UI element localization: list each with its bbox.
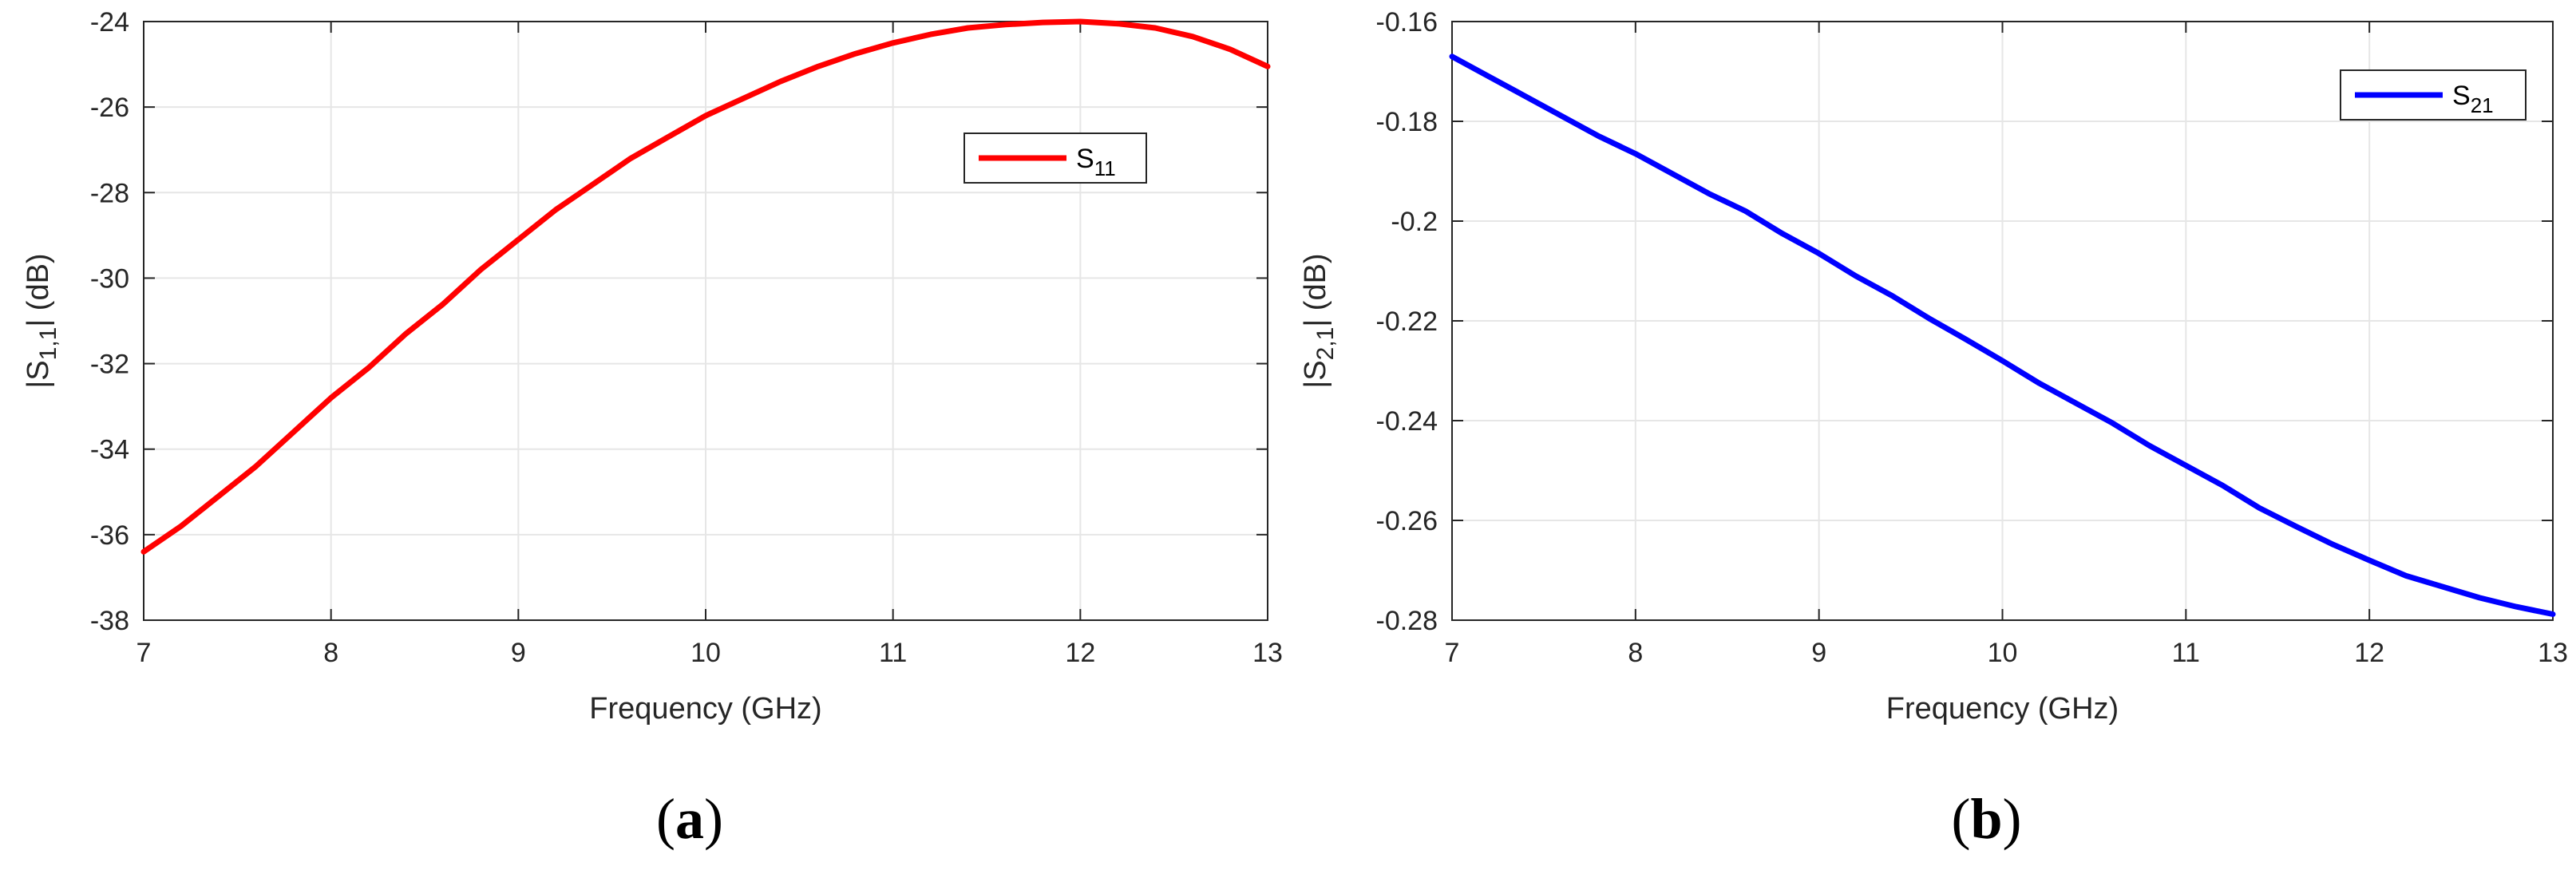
y-tick-label: -0.28 xyxy=(1376,606,1438,636)
x-tick-label: 12 xyxy=(1065,638,1095,668)
x-tick-label: 9 xyxy=(1811,638,1826,668)
x-tick-label: 10 xyxy=(690,638,721,668)
panel-label-letter: a xyxy=(675,787,704,851)
x-tick-label: 13 xyxy=(1252,638,1283,668)
y-tick-label: -24 xyxy=(90,7,129,38)
panel-label-close: ) xyxy=(2003,787,2022,851)
axes-box xyxy=(143,21,1268,621)
x-axis-label: Frequency (GHz) xyxy=(589,692,821,726)
x-tick-label: 13 xyxy=(2538,638,2568,668)
x-tick-label: 11 xyxy=(2172,638,2200,668)
panel-label-close: ) xyxy=(704,787,723,851)
series-line-s21 xyxy=(1449,53,2556,617)
legend: S11 xyxy=(964,132,1147,184)
x-tick-label: 12 xyxy=(2354,638,2384,668)
chart-panel-b: 7 8 9 10 11 12 13 -0.28 -0.26 -0.24 -0.22 -0.2 -0.18… xyxy=(1299,7,2568,851)
legend-label: S21 xyxy=(2452,81,2494,117)
y-tick-label: -0.16 xyxy=(1376,7,1438,38)
legend-label-base: S xyxy=(2452,81,2471,111)
panel-label-letter: b xyxy=(1970,787,2002,851)
panel-label: (a) xyxy=(656,787,723,851)
y-axis-label-base: |S xyxy=(1299,360,1332,388)
y-tick-label: -0.18 xyxy=(1376,107,1438,137)
panel-label: (b) xyxy=(1951,787,2021,851)
y-axis-label-tail: | (dB) xyxy=(1299,253,1332,326)
y-tick-label: -32 xyxy=(90,350,129,380)
legend: S21 xyxy=(2340,69,2527,121)
y-tick-label: -34 xyxy=(90,435,129,465)
x-tick-label: 11 xyxy=(879,638,907,668)
series-line-s11 xyxy=(140,18,1271,555)
panel-label-open: ( xyxy=(656,787,675,851)
x-tick-label: 8 xyxy=(323,638,338,668)
legend-label-subscript: 11 xyxy=(1094,156,1116,180)
y-tick-label: -0.22 xyxy=(1376,306,1438,337)
legend-label: S11 xyxy=(1076,144,1116,180)
y-axis-label-base: |S xyxy=(22,360,55,388)
x-tick-label: 7 xyxy=(1445,638,1460,668)
legend-label-base: S xyxy=(1076,144,1094,174)
y-tick-label: -38 xyxy=(90,606,129,636)
x-tick-label: 8 xyxy=(1628,638,1643,668)
chart-panel-a: 7 8 9 10 11 12 13-38-36-34-32-30-28-26-24S11Fr… xyxy=(22,7,1283,851)
y-axis-label-tail: | (dB) xyxy=(22,253,55,326)
y-axis-label: |S1,1| (dB) xyxy=(22,253,61,388)
x-tick-label: 7 xyxy=(137,638,152,668)
y-tick-label: -30 xyxy=(90,263,129,294)
y-tick-label: -0.26 xyxy=(1376,506,1438,536)
axes-box xyxy=(1451,21,2554,621)
y-axis-label-subscript: 1,1 xyxy=(35,327,61,361)
x-tick-label: 10 xyxy=(1988,638,2018,668)
x-axis-label: Frequency (GHz) xyxy=(1886,692,2119,726)
x-tick-label: 9 xyxy=(511,638,526,668)
y-axis-label: |S2,1| (dB) xyxy=(1299,253,1339,388)
y-tick-label: -0.2 xyxy=(1391,207,1438,237)
y-tick-label: -0.24 xyxy=(1376,406,1438,437)
y-tick-label: -26 xyxy=(90,93,129,123)
y-tick-label: -28 xyxy=(90,178,129,208)
legend-label-subscript: 21 xyxy=(2471,93,2494,117)
y-tick-label: -36 xyxy=(90,520,129,551)
panel-label-open: ( xyxy=(1951,787,1970,851)
y-axis-label-subscript: 2,1 xyxy=(1312,327,1339,361)
